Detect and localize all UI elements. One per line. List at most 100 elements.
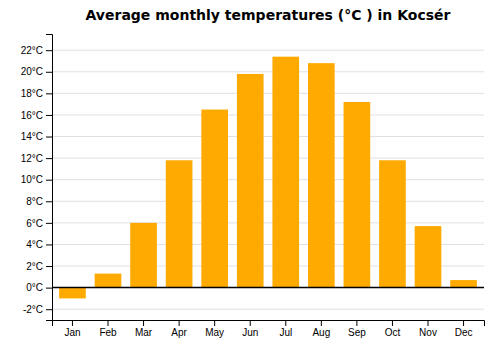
y-tick-mark <box>46 201 52 202</box>
bar <box>344 102 371 288</box>
x-tick: Nov <box>419 320 437 338</box>
bar <box>272 57 299 288</box>
x-tick-mark <box>285 320 286 326</box>
y-tick-label: 6°C <box>26 218 43 229</box>
bar <box>237 74 264 288</box>
y-tick-mark <box>46 115 52 116</box>
y-tick-label: 22°C <box>21 45 43 56</box>
x-tick-mark <box>214 320 215 326</box>
y-tick: 10°C <box>21 174 52 185</box>
x-tick-label: Dec <box>455 327 473 338</box>
chart: -2°C 0°C 2°C 4°C 6°C 8°C 10°C 12°C 14°C 16°C 18°C 2… <box>0 0 500 350</box>
x-tick-label: Jun <box>242 327 258 338</box>
x-tick: May <box>205 320 224 338</box>
x-axis: Jan Feb Mar Apr May Jun Jul Aug Sep Oct Nov Dec <box>53 320 485 338</box>
y-tick-label: 18°C <box>21 88 43 99</box>
grid-line <box>52 179 484 180</box>
x-tick: Jul <box>279 320 292 338</box>
x-tick-mark <box>143 320 144 326</box>
y-tick-mark <box>46 309 52 310</box>
x-tick-mark <box>463 320 464 326</box>
x-tick-label: Oct <box>385 327 401 338</box>
grid-line <box>52 287 484 288</box>
x-tick: Dec <box>455 320 473 338</box>
x-tick-label: Jul <box>279 327 292 338</box>
bar <box>450 280 477 288</box>
y-tick: 20°C <box>21 66 52 77</box>
y-tick-label: -2°C <box>23 304 43 315</box>
grid-line <box>52 114 484 115</box>
bar <box>415 226 442 288</box>
y-tick-mark <box>46 93 52 94</box>
x-tick-mark <box>108 320 109 326</box>
y-tick-mark <box>46 50 52 51</box>
x-tick-label: Jan <box>64 327 80 338</box>
x-tick-label: Nov <box>419 327 437 338</box>
bar <box>201 110 228 288</box>
grid-line <box>52 201 484 202</box>
bar <box>166 160 193 287</box>
y-tick-label: 10°C <box>21 174 43 185</box>
x-tick-mark <box>392 320 393 326</box>
x-tick-label: Feb <box>99 327 117 338</box>
grid-line <box>52 93 484 94</box>
x-tick-mark <box>356 320 357 326</box>
x-tick-mark <box>321 320 322 326</box>
x-tick: Sep <box>348 320 366 338</box>
bar <box>95 274 122 288</box>
zero-line <box>52 287 484 289</box>
grid <box>52 50 484 309</box>
y-tick-mark <box>46 266 52 267</box>
y-axis: -2°C 0°C 2°C 4°C 6°C 8°C 10°C 12°C 14°C 16°C 18°C 2… <box>21 35 53 321</box>
y-tick: 16°C <box>21 110 52 121</box>
x-tick: Aug <box>312 320 330 338</box>
y-tick-label: 16°C <box>21 110 43 121</box>
x-tick-label: Aug <box>312 327 330 338</box>
y-tick: 2°C <box>26 261 52 272</box>
y-tick: 4°C <box>26 239 52 250</box>
x-tick: Apr <box>171 320 187 338</box>
x-axis-line <box>53 321 485 327</box>
bar <box>130 223 157 288</box>
y-tick-mark <box>46 223 52 224</box>
y-tick-mark <box>46 137 52 138</box>
bar <box>379 160 406 287</box>
x-tick-mark <box>250 320 251 326</box>
y-tick-label: 12°C <box>21 153 43 164</box>
y-tick-mark <box>46 72 52 73</box>
x-tick: Mar <box>135 320 153 338</box>
y-tick-mark <box>46 180 52 181</box>
y-tick: 6°C <box>26 218 52 229</box>
y-tick: -2°C <box>23 304 52 315</box>
bars <box>59 57 477 299</box>
y-tick-label: 4°C <box>26 239 43 250</box>
grid-line <box>52 309 484 310</box>
y-tick-label: 0°C <box>26 282 43 293</box>
y-tick: 8°C <box>26 196 52 207</box>
y-tick: 22°C <box>21 45 52 56</box>
x-tick-label: Mar <box>135 327 153 338</box>
y-tick: 18°C <box>21 88 52 99</box>
x-tick-mark <box>428 320 429 326</box>
bar <box>308 63 335 287</box>
title: Average monthly temperatures (°C ) in Ko… <box>86 7 451 23</box>
y-tick-label: 2°C <box>26 261 43 272</box>
x-tick: Jan <box>64 320 80 338</box>
x-tick-label: Apr <box>171 327 187 338</box>
grid-line <box>52 50 484 51</box>
plot: -2°C 0°C 2°C 4°C 6°C 8°C 10°C 12°C 14°C 16°C 18°C 2… <box>21 35 485 339</box>
x-tick-mark <box>72 320 73 326</box>
y-tick-mark <box>46 288 52 289</box>
y-tick-mark <box>46 244 52 245</box>
y-tick-label: 14°C <box>21 131 43 142</box>
y-axis-line <box>46 35 53 321</box>
x-tick-mark <box>179 320 180 326</box>
x-tick: Feb <box>99 320 117 338</box>
y-tick-label: 20°C <box>21 66 43 77</box>
y-tick: 14°C <box>21 131 52 142</box>
grid-line <box>52 136 484 137</box>
y-tick: 12°C <box>21 153 52 164</box>
x-tick: Oct <box>385 320 401 338</box>
x-tick-label: Sep <box>348 327 366 338</box>
grid-line <box>52 158 484 159</box>
